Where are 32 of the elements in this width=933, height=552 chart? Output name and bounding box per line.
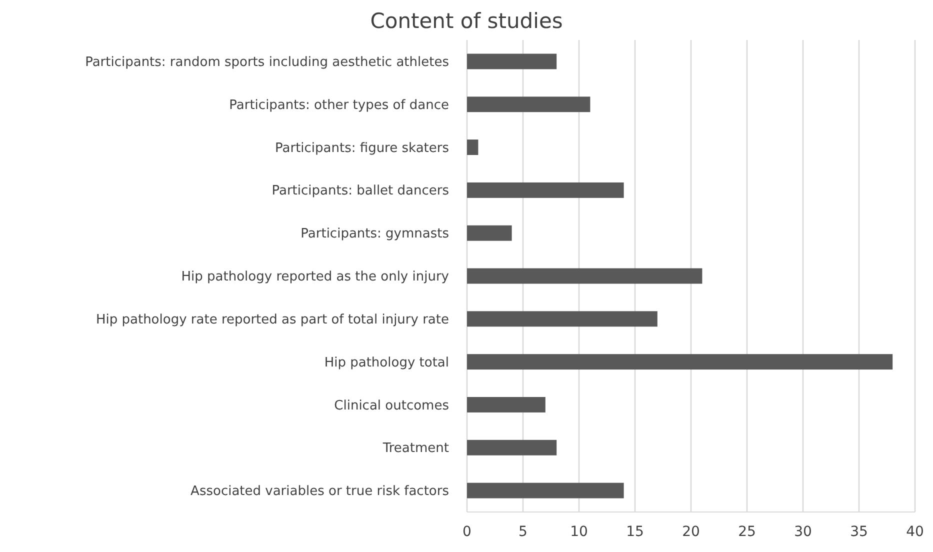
bar [467, 225, 512, 241]
bar [467, 182, 624, 198]
x-tick-label: 30 [794, 524, 812, 540]
bar [467, 354, 893, 370]
x-tick-label: 40 [906, 524, 924, 540]
x-tick-label: 15 [626, 524, 644, 540]
bar [467, 268, 702, 284]
y-tick-label: Participants: ballet dancers [272, 184, 450, 199]
y-tick-label: Clinical outcomes [334, 398, 450, 414]
x-tick-label: 5 [518, 524, 528, 540]
y-tick-label: Hip pathology total [324, 355, 449, 370]
x-tick-label: 35 [850, 524, 868, 540]
bar [467, 140, 478, 155]
y-tick-label: Treatment [382, 441, 449, 456]
y-tick-label: Participants: gymnasts [300, 226, 450, 242]
y-tick-label: Participants: other types of dance [229, 98, 449, 113]
y-tick-label: Participants: random sports including aesthetic athletes [85, 55, 450, 70]
bar [467, 96, 590, 112]
bar [467, 311, 658, 327]
chart-title: Content of studies [370, 9, 563, 33]
bar [467, 54, 557, 70]
bar [467, 397, 546, 412]
y-tick-label: Hip pathology rate reported as part of total injury rate [96, 312, 449, 328]
x-tick-label: 25 [738, 524, 756, 540]
y-tick-label: Associated variables or true risk factors [190, 484, 450, 500]
x-tick-label: 10 [570, 524, 588, 540]
x-tick-label: 0 [462, 524, 472, 540]
x-tick-label: 20 [682, 524, 700, 540]
y-tick-label: Participants: figure skaters [275, 140, 450, 156]
bar [467, 482, 624, 498]
bar [467, 440, 557, 456]
y-tick-label: Hip pathology reported as the only injury [181, 270, 450, 285]
